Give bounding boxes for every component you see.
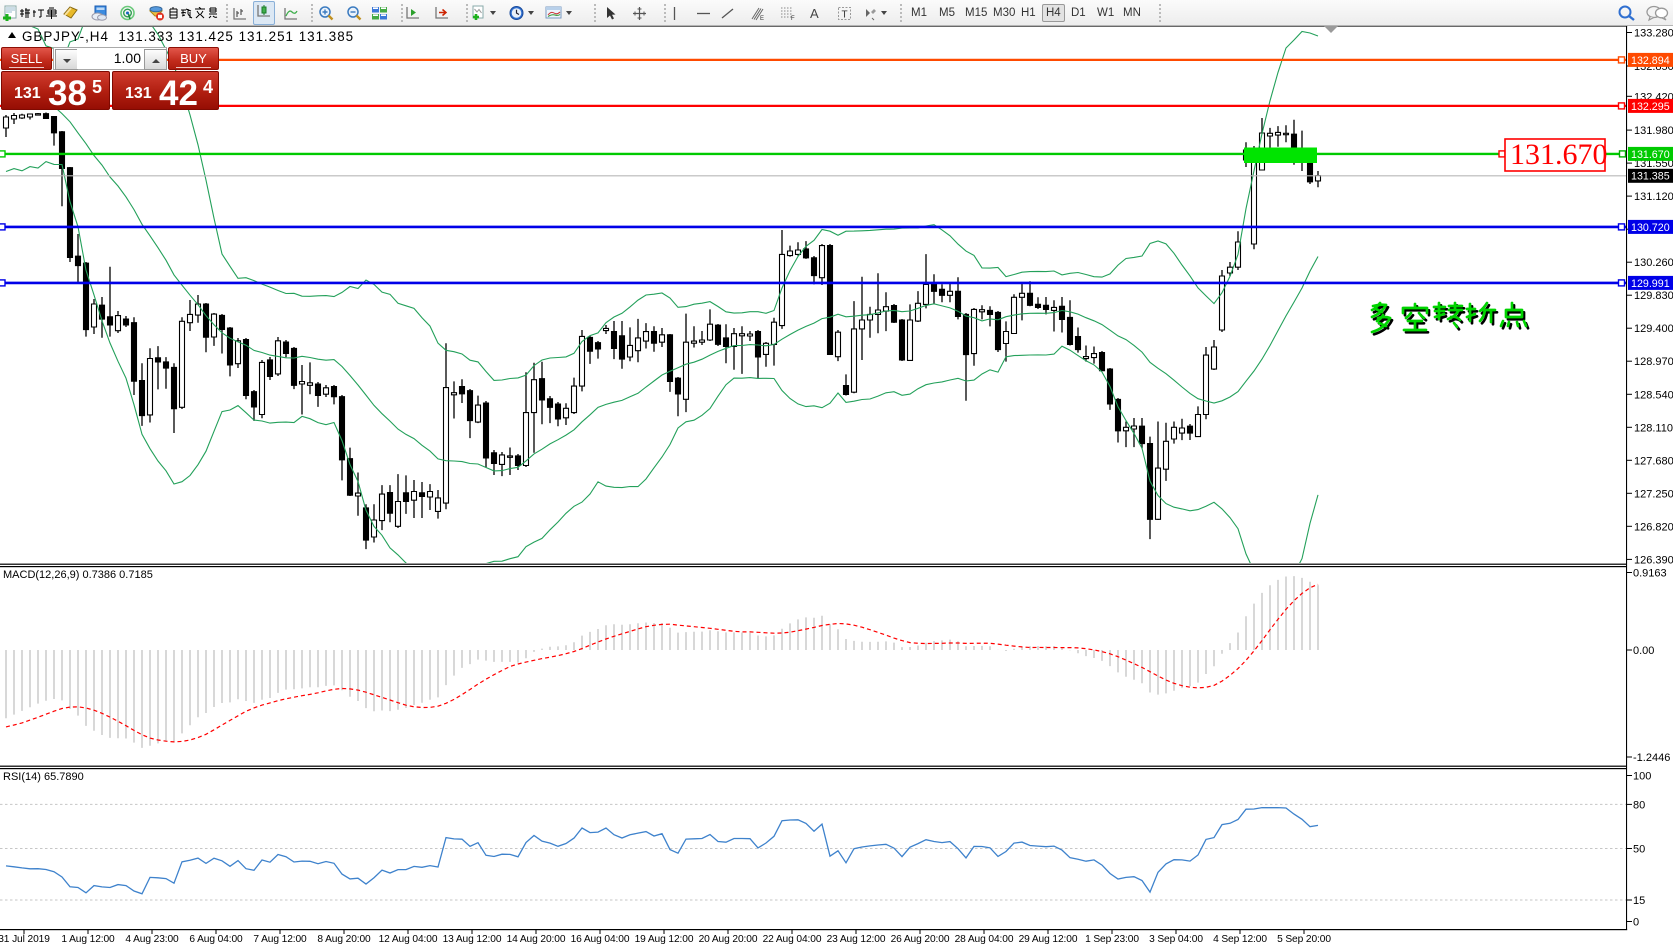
svg-text:130.720: 130.720	[1631, 222, 1670, 234]
svg-text:1 Aug 12:00: 1 Aug 12:00	[61, 934, 115, 945]
svg-text:8 Aug 20:00: 8 Aug 20:00	[317, 934, 371, 945]
svg-text:29 Aug 12:00: 29 Aug 12:00	[1019, 934, 1078, 945]
svg-text:131.670: 131.670	[1631, 149, 1670, 161]
svg-text:4 Aug 23:00: 4 Aug 23:00	[125, 934, 179, 945]
svg-text:-1.2446: -1.2446	[1633, 752, 1670, 764]
svg-text:15: 15	[1633, 895, 1645, 907]
svg-text:12 Aug 04:00: 12 Aug 04:00	[379, 934, 438, 945]
svg-text:1 Sep 23:00: 1 Sep 23:00	[1085, 934, 1139, 945]
svg-text:126.390: 126.390	[1634, 554, 1673, 566]
svg-text:131.670: 131.670	[1510, 138, 1608, 171]
svg-text:131.980: 131.980	[1634, 125, 1673, 137]
svg-text:T: T	[842, 9, 848, 20]
svg-text:6 Aug 04:00: 6 Aug 04:00	[189, 934, 243, 945]
svg-text:3 Sep 04:00: 3 Sep 04:00	[1149, 934, 1203, 945]
svg-text:0.00: 0.00	[1633, 645, 1654, 657]
svg-text:100: 100	[1633, 771, 1651, 783]
svg-text:130.260: 130.260	[1634, 257, 1673, 269]
svg-text:129.991: 129.991	[1631, 278, 1670, 290]
svg-text:14 Aug 20:00: 14 Aug 20:00	[507, 934, 566, 945]
svg-text:127.250: 127.250	[1634, 488, 1673, 500]
svg-text:13 Aug 12:00: 13 Aug 12:00	[443, 934, 502, 945]
svg-text:128.540: 128.540	[1634, 389, 1673, 401]
svg-text:MACD(12,26,9) 0.7386 0.7185: MACD(12,26,9) 0.7386 0.7185	[3, 569, 153, 581]
svg-text:0: 0	[1633, 917, 1639, 929]
svg-text:26 Aug 20:00: 26 Aug 20:00	[891, 934, 950, 945]
svg-text:22 Aug 04:00: 22 Aug 04:00	[763, 934, 822, 945]
svg-text:5 Sep 20:00: 5 Sep 20:00	[1277, 934, 1331, 945]
svg-text:133.280: 133.280	[1634, 28, 1673, 40]
svg-text:E: E	[760, 16, 764, 21]
svg-text:132.295: 132.295	[1631, 101, 1670, 113]
svg-text:4 Sep 12:00: 4 Sep 12:00	[1213, 934, 1267, 945]
svg-text:50: 50	[1633, 844, 1645, 856]
svg-text:131.385: 131.385	[1631, 171, 1670, 183]
svg-text:131.120: 131.120	[1634, 191, 1673, 203]
svg-text:GBPJPY-,H4 131.333 131.425 13: GBPJPY-,H4 131.333 131.425 131.251 131.3…	[22, 29, 354, 44]
svg-text:7 Aug 12:00: 7 Aug 12:00	[253, 934, 307, 945]
svg-text:129.830: 129.830	[1634, 290, 1673, 302]
svg-text:19 Aug 12:00: 19 Aug 12:00	[635, 934, 694, 945]
svg-text:F: F	[791, 16, 795, 21]
svg-text:31 Jul 2019: 31 Jul 2019	[0, 934, 50, 945]
svg-text:20 Aug 20:00: 20 Aug 20:00	[699, 934, 758, 945]
svg-text:16 Aug 04:00: 16 Aug 04:00	[571, 934, 630, 945]
svg-text:128.970: 128.970	[1634, 356, 1673, 368]
svg-text:23 Aug 12:00: 23 Aug 12:00	[827, 934, 886, 945]
svg-text:28 Aug 04:00: 28 Aug 04:00	[955, 934, 1014, 945]
svg-text:80: 80	[1633, 799, 1645, 811]
svg-text:132.894: 132.894	[1631, 55, 1670, 67]
svg-text:0.9163: 0.9163	[1633, 568, 1667, 580]
svg-text:127.680: 127.680	[1634, 455, 1673, 467]
svg-text:RSI(14) 65.7890: RSI(14) 65.7890	[3, 771, 84, 783]
svg-text:128.110: 128.110	[1634, 422, 1673, 434]
svg-text:131.550: 131.550	[1634, 158, 1673, 170]
svg-text:129.400: 129.400	[1634, 323, 1673, 335]
svg-text:126.820: 126.820	[1634, 521, 1673, 533]
